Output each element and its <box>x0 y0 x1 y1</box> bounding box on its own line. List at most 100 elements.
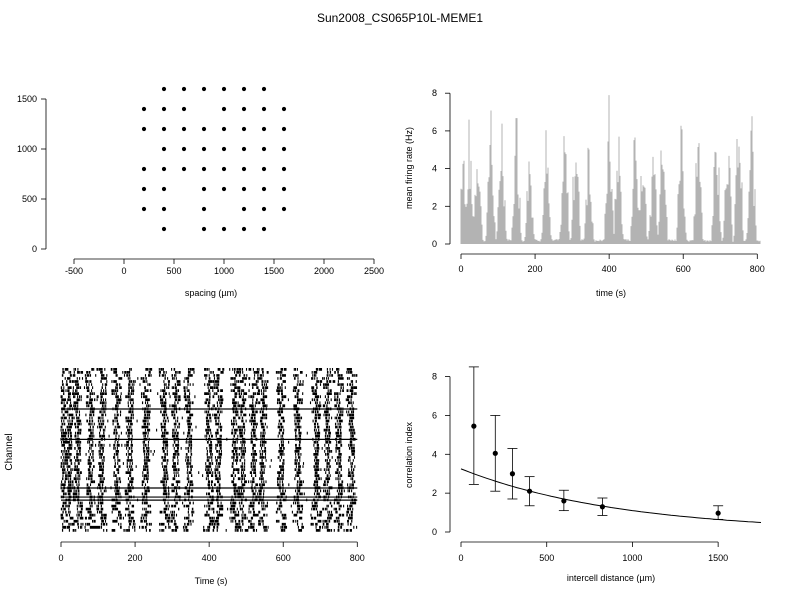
data-point <box>599 504 606 510</box>
raster-channel-row <box>64 377 350 380</box>
electrode-point <box>241 106 247 112</box>
electrode-point <box>201 186 207 192</box>
electrode-point <box>161 166 167 172</box>
electrode-point <box>281 106 287 112</box>
electrode-point <box>261 146 267 152</box>
x-tick-label: 600 <box>676 264 691 274</box>
electrode-point <box>161 186 167 192</box>
x-tick-label: 200 <box>528 264 543 274</box>
raster-channel-row <box>61 383 354 386</box>
raster-channel-row <box>60 395 353 399</box>
x-tick-label: 1500 <box>708 553 728 563</box>
electrode-point <box>221 186 227 192</box>
electrode-point <box>141 106 147 112</box>
x-tick-label: 0 <box>58 553 63 563</box>
data-point <box>492 450 498 456</box>
electrode-point <box>261 126 267 132</box>
electrode-point <box>161 106 167 112</box>
electrode-point <box>161 126 167 132</box>
electrode-point <box>201 226 207 232</box>
raster-channel-row <box>60 386 358 389</box>
raster-channel-row <box>63 404 353 408</box>
electrode-point <box>141 166 147 172</box>
x-tick-label: 1000 <box>622 553 642 563</box>
y-tick-label: 0 <box>32 244 37 254</box>
rate-x-label: time (s) <box>596 288 626 298</box>
data-point <box>509 471 516 477</box>
electrode-point <box>261 86 267 92</box>
x-tick-label: 500 <box>539 553 554 563</box>
electrode-point <box>281 146 287 152</box>
y-tick-label: 2 <box>432 201 437 211</box>
electrode-point <box>161 146 167 152</box>
x-tick-label: -500 <box>65 266 83 276</box>
y-tick-label: 1000 <box>17 144 37 154</box>
electrode-layout-axes: -500 0 500 1000 1500 2000 2500 0 500 1000 1500 <box>17 94 384 276</box>
electrode-point <box>241 86 247 92</box>
electrode-points <box>141 86 287 232</box>
electrode-point <box>281 126 287 132</box>
electrode-point <box>241 146 247 152</box>
electrode-point <box>241 166 247 172</box>
raster-channel-row <box>60 389 354 392</box>
x-tick-label: 0 <box>458 264 463 274</box>
raster-channel-row <box>60 513 353 517</box>
electrode-point <box>221 106 227 112</box>
raster-channel-row <box>61 529 352 532</box>
raster-channel-row <box>62 510 353 514</box>
electrode-point <box>241 126 247 132</box>
y-tick-label: 0 <box>432 527 437 537</box>
firing-rate-axes: 0 200 400 600 800 0 2 4 6 8 <box>432 88 765 274</box>
firing-rate-plot: 0 200 400 600 800 0 2 4 6 8 time (s) mean firing … <box>404 88 765 298</box>
electrode-point <box>221 146 227 152</box>
electrode-point <box>141 206 147 212</box>
x-tick-label: 400 <box>202 553 217 563</box>
raster-channel-row <box>63 392 357 395</box>
raster-channel-row <box>61 489 353 493</box>
electrode-point <box>241 226 247 232</box>
x-tick-label: 400 <box>602 264 617 274</box>
raster-channel-row <box>62 474 355 477</box>
raster-channel-row <box>60 516 353 520</box>
correlation-axes: 0 500 1000 1500 0 2 4 6 8 <box>432 372 728 563</box>
electrode-point <box>201 126 207 132</box>
raster-channel-row <box>62 501 357 505</box>
y-tick-label: 8 <box>432 88 437 98</box>
raster-y-label: Channel <box>4 433 15 470</box>
raster-channel-row <box>60 456 356 459</box>
firing-rate-bars <box>460 95 761 244</box>
y-tick-label: 0 <box>432 239 437 249</box>
raster-channel-row <box>60 416 355 420</box>
electrode-point <box>241 206 247 212</box>
x-tick-label: 600 <box>276 553 291 563</box>
spike-raster-plot: 0 200 400 600 800 Time (s) Channel <box>4 368 365 586</box>
y-tick-label: 6 <box>432 410 437 420</box>
electrode-point <box>181 86 187 92</box>
y-tick-label: 1500 <box>17 94 37 104</box>
electrode-point <box>201 146 207 152</box>
raster-channel-row <box>62 371 353 374</box>
data-point <box>561 498 567 504</box>
x-tick-label: 800 <box>750 264 765 274</box>
raster-channel-row <box>60 507 354 511</box>
raster-channel-row <box>60 483 354 487</box>
y-tick-label: 500 <box>22 194 37 204</box>
raster-channel-row <box>62 525 358 529</box>
x-tick-label: 200 <box>128 553 143 563</box>
raster-channel-row <box>61 431 356 435</box>
electrode-point <box>181 166 187 172</box>
y-tick-label: 2 <box>432 488 437 498</box>
raster-channel-row <box>60 450 356 453</box>
raster-channel-row <box>61 374 358 377</box>
y-tick-label: 4 <box>432 164 437 174</box>
raster-channel-row <box>63 519 353 523</box>
electrode-point <box>201 86 207 92</box>
electrode-point <box>261 226 267 232</box>
corr-y-label: correlation index <box>404 421 414 488</box>
x-tick-label: 1500 <box>264 266 284 276</box>
raster-channel-row <box>61 434 354 438</box>
electrode-point <box>181 126 187 132</box>
x-tick-label: 500 <box>166 266 181 276</box>
raster-channel-row <box>60 401 354 405</box>
